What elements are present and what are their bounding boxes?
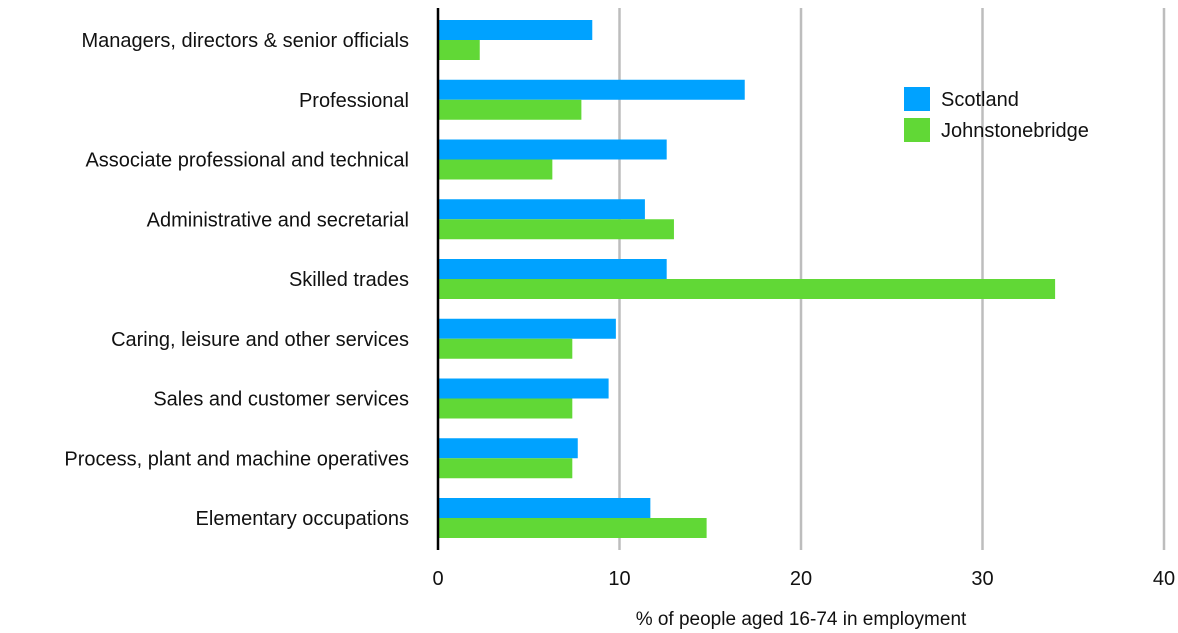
bar-scotland bbox=[438, 259, 667, 279]
bar-scotland bbox=[438, 378, 609, 399]
x-axis-title: % of people aged 16-74 in employment bbox=[636, 609, 967, 630]
category-label: Administrative and secretarial bbox=[147, 209, 409, 231]
x-tick-label: 10 bbox=[608, 568, 630, 590]
legend-swatch bbox=[904, 118, 930, 142]
legend-label: Scotland bbox=[941, 89, 1019, 111]
category-label: Skilled trades bbox=[289, 269, 409, 291]
bar-scotland bbox=[438, 498, 651, 518]
x-tick-labels: 0 10 20 30 40 bbox=[432, 568, 1175, 590]
category-label: Process, plant and machine operatives bbox=[64, 448, 409, 470]
bar-johnstonebridge bbox=[438, 99, 582, 120]
bar-johnstonebridge bbox=[438, 518, 707, 538]
bar-johnstonebridge bbox=[438, 398, 573, 419]
bar-scotland bbox=[438, 139, 667, 160]
bar-scotland bbox=[438, 199, 645, 220]
bar-johnstonebridge bbox=[438, 40, 480, 60]
legend-swatch bbox=[904, 87, 930, 111]
legend-label: Johnstonebridge bbox=[941, 120, 1089, 142]
x-tick-label: 0 bbox=[432, 568, 443, 590]
bar-johnstonebridge bbox=[438, 219, 674, 240]
category-label: Elementary occupations bbox=[196, 508, 409, 530]
category-label: Caring, leisure and other services bbox=[111, 329, 409, 351]
category-label: Sales and customer services bbox=[153, 389, 409, 411]
bars bbox=[438, 20, 1056, 538]
bar-johnstonebridge bbox=[438, 159, 553, 180]
x-tick-label: 20 bbox=[790, 568, 812, 590]
category-labels: Managers, directors & senior officials Pr… bbox=[64, 30, 409, 530]
category-label: Professional bbox=[299, 90, 409, 112]
legend: Scotland Johnstonebridge bbox=[904, 87, 1089, 142]
bar-johnstonebridge bbox=[438, 338, 573, 359]
bar-scotland bbox=[438, 79, 745, 100]
bar-scotland bbox=[438, 438, 578, 459]
x-tick-label: 30 bbox=[971, 568, 993, 590]
category-label: Managers, directors & senior officials bbox=[81, 30, 409, 52]
category-label: Associate professional and technical bbox=[85, 150, 409, 172]
bar-johnstonebridge bbox=[438, 458, 573, 479]
bar-johnstonebridge bbox=[438, 279, 1056, 299]
bar-scotland bbox=[438, 20, 593, 40]
bar-scotland bbox=[438, 318, 616, 339]
x-tick-label: 40 bbox=[1153, 568, 1175, 590]
